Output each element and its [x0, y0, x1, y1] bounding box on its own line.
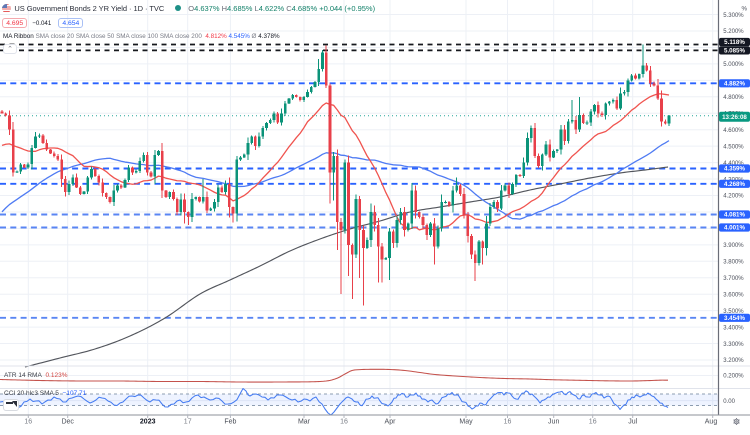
svg-text:5.000%: 5.000%: [723, 62, 744, 68]
svg-text:5.200%: 5.200%: [723, 29, 744, 35]
svg-text:4.001%: 4.001%: [724, 225, 745, 232]
svg-text:3.454%: 3.454%: [724, 315, 745, 322]
svg-text:16: 16: [589, 419, 597, 426]
svg-text:3.400%: 3.400%: [723, 325, 744, 331]
svg-text:Dec: Dec: [61, 419, 74, 426]
svg-text:3.900%: 3.900%: [723, 243, 744, 249]
svg-text:5.085%: 5.085%: [724, 48, 745, 55]
svg-text:Mar: Mar: [298, 419, 311, 426]
svg-text:3.500%: 3.500%: [723, 309, 744, 315]
svg-text:0.00: 0.00: [723, 399, 735, 405]
svg-text:Jun: Jun: [548, 419, 559, 426]
svg-text:3.700%: 3.700%: [723, 276, 744, 282]
svg-text:5.300%: 5.300%: [723, 13, 744, 19]
svg-text:4.359%: 4.359%: [724, 166, 745, 173]
svg-text:16: 16: [24, 419, 32, 426]
svg-text:4.200%: 4.200%: [723, 194, 744, 200]
svg-text:2023: 2023: [140, 419, 156, 426]
svg-text:4.800%: 4.800%: [723, 95, 744, 101]
svg-text:4.081%: 4.081%: [724, 212, 745, 219]
svg-text:Jul: Jul: [628, 419, 637, 426]
svg-text:3.800%: 3.800%: [723, 260, 744, 266]
svg-text:%: %: [742, 6, 748, 13]
svg-text:May: May: [459, 419, 473, 426]
svg-text:13:26:08: 13:26:08: [722, 114, 747, 121]
svg-text:16: 16: [504, 419, 512, 426]
svg-text:3.200%: 3.200%: [723, 358, 744, 364]
svg-text:4.268%: 4.268%: [724, 181, 745, 188]
svg-text:4.882%: 4.882%: [724, 81, 745, 88]
svg-text:3.600%: 3.600%: [723, 292, 744, 298]
svg-text:17: 17: [184, 419, 192, 426]
svg-text:Apr: Apr: [385, 419, 397, 426]
svg-text:4.500%: 4.500%: [723, 144, 744, 150]
svg-text:0.200%: 0.200%: [723, 374, 744, 380]
svg-text:Aug: Aug: [705, 419, 718, 426]
svg-text:Feb: Feb: [224, 419, 236, 426]
svg-text:4.400%: 4.400%: [723, 161, 744, 167]
svg-text:4.600%: 4.600%: [723, 128, 744, 134]
svg-text:3.300%: 3.300%: [723, 342, 744, 348]
svg-text:5.118%: 5.118%: [724, 39, 745, 46]
svg-text:16: 16: [340, 419, 348, 426]
